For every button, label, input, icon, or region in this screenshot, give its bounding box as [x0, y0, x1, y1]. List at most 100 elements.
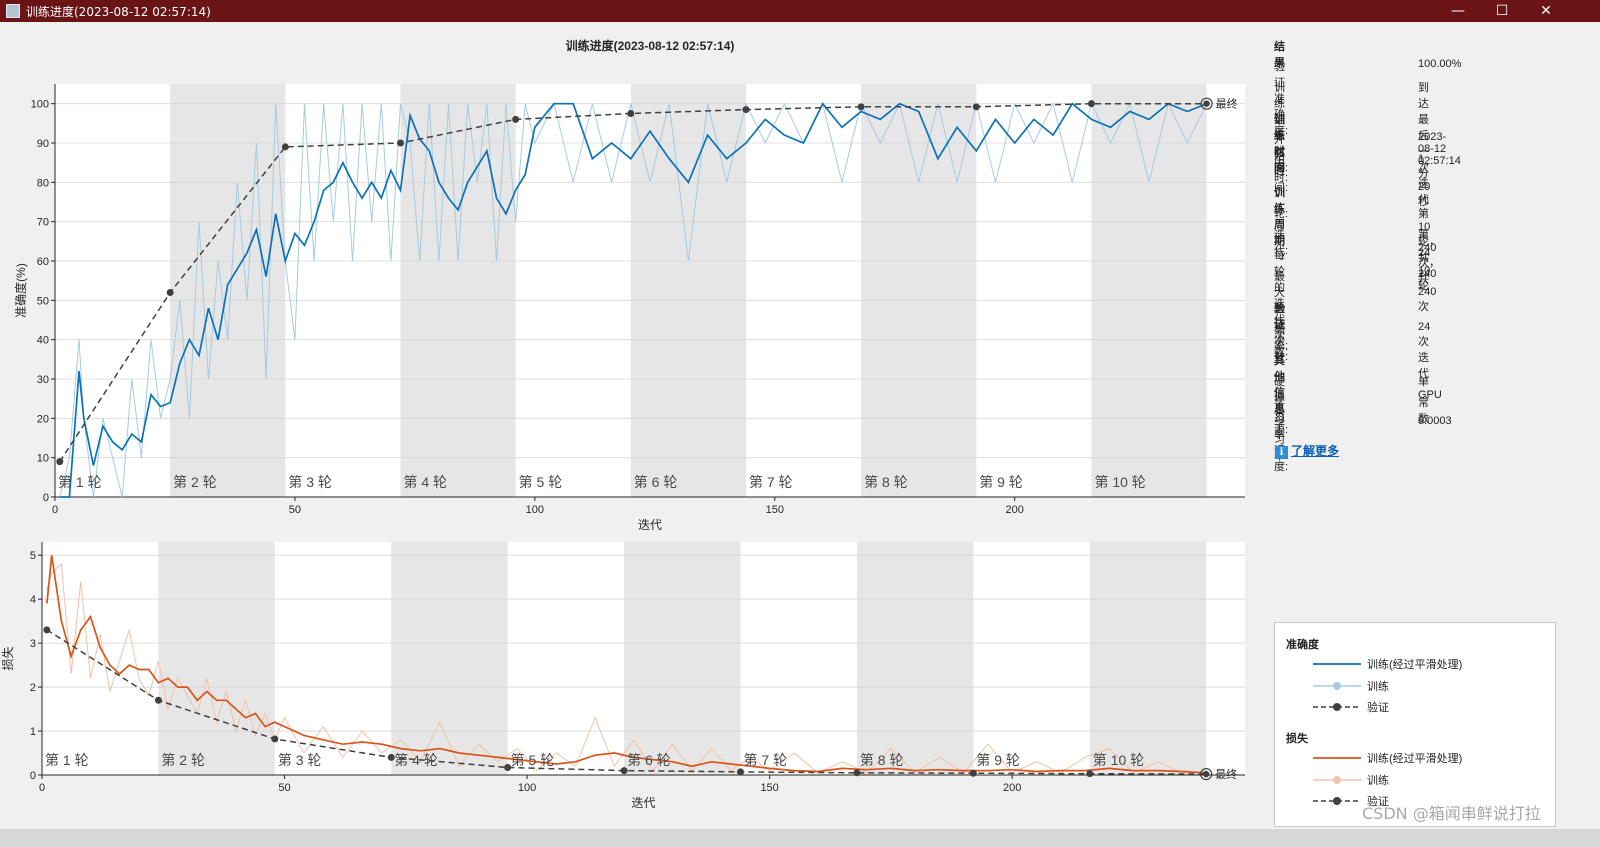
loss-plot: 0123450 50 100 150 200最终第 1 轮第 2 轮第 3 轮第 4 轮… — [0, 542, 1245, 810]
loss-epoch-label: 第 10 轮 — [1093, 752, 1144, 768]
loss-y-tick-label: 3 — [30, 638, 36, 650]
loss-validation-point — [1086, 770, 1094, 778]
loss-validation-point — [43, 626, 51, 634]
loss-x-tick-label: 150 — [760, 782, 778, 794]
accuracy-epoch-label: 第 3 轮 — [288, 474, 332, 490]
results-section-title: 结果 — [1274, 41, 1285, 69]
start-time-value: 2023-08-12 02:57:14 — [1418, 131, 1461, 167]
loss-x-tick-label: 0 — [39, 782, 45, 794]
accuracy-epoch-label: 第 9 轮 — [979, 474, 1023, 490]
info-icon: i — [1275, 446, 1288, 459]
loss-x-tick-label: 200 — [1003, 782, 1021, 794]
accuracy-validation-point — [972, 103, 980, 111]
lr-value: 0.0003 — [1418, 415, 1452, 427]
accuracy-final-marker-ring — [1200, 97, 1213, 110]
app-icon — [6, 4, 20, 18]
accuracy-validation-point — [396, 139, 404, 147]
epoch-label: 轮: — [1274, 208, 1289, 220]
learn-more-link[interactable]: i 了解更多 — [1275, 442, 1339, 459]
accuracy-x-axis-label: 迭代 — [638, 518, 662, 532]
accuracy-final-label: 最终 — [1216, 97, 1238, 111]
loss-epoch-label: 第 1 轮 — [45, 752, 89, 768]
hardware-label: 硬件资源: — [1274, 376, 1289, 436]
loss-validation-point — [853, 769, 861, 777]
loss-epoch-label: 第 6 轮 — [627, 752, 671, 768]
max-iters-value: 240 — [1418, 268, 1437, 280]
watermark-text: CSDN @箱闻串鲜说打拉 — [1362, 804, 1541, 823]
maximize-button[interactable]: ☐ — [1495, 3, 1509, 19]
accuracy-y-tick-label: 100 — [31, 99, 49, 111]
frequency-label: 频率: — [1274, 324, 1289, 352]
accuracy-validation-point — [742, 106, 750, 114]
accuracy-epoch-label: 第 2 轮 — [173, 474, 217, 490]
accuracy-epoch-label: 第 7 轮 — [749, 474, 793, 490]
accuracy-epoch-label: 第 10 轮 — [1094, 474, 1145, 490]
start-time-label: 开始时间: — [1274, 134, 1289, 194]
loss-legend-raw-marker — [1333, 776, 1341, 784]
max-iters-label: 最大迭代次数: — [1274, 271, 1289, 363]
iteration-value: 第 240 次，共 240 次 — [1418, 229, 1440, 313]
loss-epoch-band — [624, 542, 741, 775]
title-bar: 训练进度(2023-08-12 02:57:14) — ☐ ✕ — [0, 0, 1600, 22]
loss-train-raw-line — [46, 562, 1207, 774]
close-button[interactable]: ✕ — [1540, 3, 1552, 19]
loss-x-tick-label: 50 — [278, 782, 290, 794]
iteration-label: 迭代: — [1274, 229, 1289, 257]
accuracy-y-tick-label: 60 — [37, 256, 49, 268]
loss-y-tick-label: 2 — [30, 682, 36, 694]
window-title: 训练进度(2023-08-12 02:57:14) — [26, 5, 211, 19]
loss-validation-point — [504, 764, 512, 772]
accuracy-x-tick-label: 150 — [766, 504, 784, 516]
val-accuracy-label: 验证准确度: — [1274, 61, 1289, 137]
loss-validation-point — [620, 767, 628, 775]
accuracy-x-tick-label: 100 — [526, 504, 544, 516]
loss-y-tick-label: 4 — [30, 594, 36, 606]
accuracy-validation-point — [512, 115, 520, 123]
hardware-value: 单 GPU — [1418, 376, 1442, 401]
accuracy-y-tick-label: 30 — [37, 374, 49, 386]
loss-legend-label: 训练(经过平滑处理) — [1367, 751, 1462, 765]
accuracy-train-smoothed-line — [59, 102, 1207, 498]
accuracy-epoch-label: 第 1 轮 — [58, 474, 102, 490]
accuracy-epoch-label: 第 5 轮 — [519, 474, 563, 490]
elapsed-label: 历时: — [1274, 156, 1289, 184]
accuracy-validation-point — [1087, 100, 1095, 108]
loss-epoch-label: 第 5 轮 — [511, 752, 555, 768]
loss-validation-point — [271, 735, 279, 743]
loss-epoch-label: 第 2 轮 — [161, 752, 205, 768]
loss-y-axis-label: 损失 — [0, 646, 15, 670]
accuracy-plot: 0 10 20 30 40 50 60 70 80 90 100 0 50 100 150 200 最终第 1 … — [13, 38, 1245, 532]
validation-section-title: 验证 — [1274, 303, 1285, 331]
accuracy-legend-label: 训练 — [1367, 679, 1389, 693]
accuracy-validation-point — [627, 110, 635, 117]
loss-epoch-band — [1089, 542, 1207, 775]
accuracy-y-tick-label: 20 — [37, 413, 49, 425]
loss-epoch-band — [856, 542, 974, 775]
accuracy-x-tick-label: 200 — [1005, 504, 1023, 516]
iters-per-epoch-label: 每轮的迭代次数: — [1274, 250, 1289, 358]
accuracy-epoch-label: 第 4 轮 — [403, 474, 447, 490]
accuracy-train-raw-line — [59, 102, 1208, 498]
accuracy-validation-point — [281, 143, 289, 151]
legend-box: 准确度 训练(经过平滑处理) 训练 验证 损失 训练(经过平滑处理) 训练 验证 — [1274, 622, 1556, 827]
loss-y-tick-label: 0 — [30, 770, 36, 782]
loss-epoch-label: 第 7 轮 — [744, 752, 788, 768]
loss-epoch-label: 第 3 轮 — [278, 752, 322, 768]
loss-validation-point — [737, 768, 745, 776]
loss-legend-title: 损失 — [1286, 731, 1309, 745]
iters-per-epoch-value: 24 — [1418, 247, 1431, 259]
accuracy-y-tick-label: 40 — [37, 335, 49, 347]
cycle-section-title: 训练周期 — [1274, 187, 1285, 247]
accuracy-y-tick-label: 70 — [37, 217, 49, 229]
accuracy-x-tick-label: 50 — [289, 504, 301, 516]
loss-x-tick-label: 100 — [518, 782, 536, 794]
loss-final-marker-ring — [1200, 768, 1213, 781]
loss-y-tick-label: 5 — [30, 550, 36, 562]
minimize-button[interactable]: — — [1451, 3, 1465, 19]
accuracy-epoch-band — [170, 84, 286, 497]
loss-y-tick-label: 1 — [30, 726, 36, 738]
accuracy-legend-validation-marker — [1333, 703, 1341, 711]
loss-epoch-band — [391, 542, 508, 775]
